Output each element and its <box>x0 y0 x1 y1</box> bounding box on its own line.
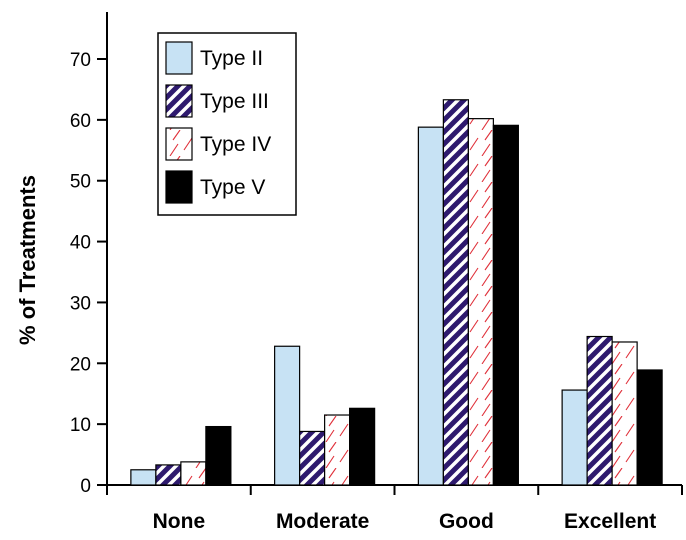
legend-label: Type IV <box>200 133 271 156</box>
bar-type-ii-moderate <box>274 345 301 486</box>
y-tick-label: 60 <box>70 111 91 132</box>
legend-swatch <box>165 127 193 161</box>
legend-label: Type V <box>200 176 265 199</box>
bar-type-ii-none <box>130 469 157 486</box>
y-tick-label: 70 <box>70 50 91 71</box>
bar-type-ii-excellent <box>561 389 588 486</box>
y-tick-label: 0 <box>80 476 91 497</box>
legend-label: Type III <box>200 90 269 113</box>
bar-type-iii-excellent <box>586 335 613 486</box>
y-tick-label: 10 <box>70 415 91 436</box>
legend-swatch <box>165 170 193 204</box>
bar-type-iii-moderate <box>299 430 326 486</box>
bar-type-v-moderate <box>349 407 376 486</box>
bar-type-iii-none <box>155 464 182 486</box>
legend: Type II Type III Type IV Type V <box>157 32 297 216</box>
bar-type-v-excellent <box>636 369 663 486</box>
bar-type-iii-good <box>442 99 469 486</box>
x-category-label: Good <box>439 510 494 533</box>
bars <box>130 99 663 486</box>
labels: 0 10 20 30 40 50 60 70 None Moderate Good Excellent <box>70 50 656 533</box>
bar-type-iv-excellent <box>611 341 638 486</box>
bar-type-iv-none <box>180 461 207 486</box>
bar-type-iv-moderate <box>324 414 351 486</box>
bar-type-iv-good <box>467 118 494 486</box>
legend-swatch <box>165 84 193 118</box>
y-tick-label: 50 <box>70 172 91 193</box>
y-tick-label: 30 <box>70 293 91 314</box>
y-tick-label: 40 <box>70 233 91 254</box>
bar-type-v-good <box>492 124 519 486</box>
y-tick-label: 20 <box>70 354 91 375</box>
x-category-label: None <box>153 510 206 533</box>
legend-swatch <box>165 41 193 75</box>
y-axis-title: % of Treatments <box>15 175 40 345</box>
legend-label: Type II <box>200 47 263 70</box>
x-category-label: Excellent <box>564 510 656 533</box>
bar-type-v-none <box>205 425 232 486</box>
x-category-label: Moderate <box>276 510 369 533</box>
bar-type-ii-good <box>417 126 444 486</box>
